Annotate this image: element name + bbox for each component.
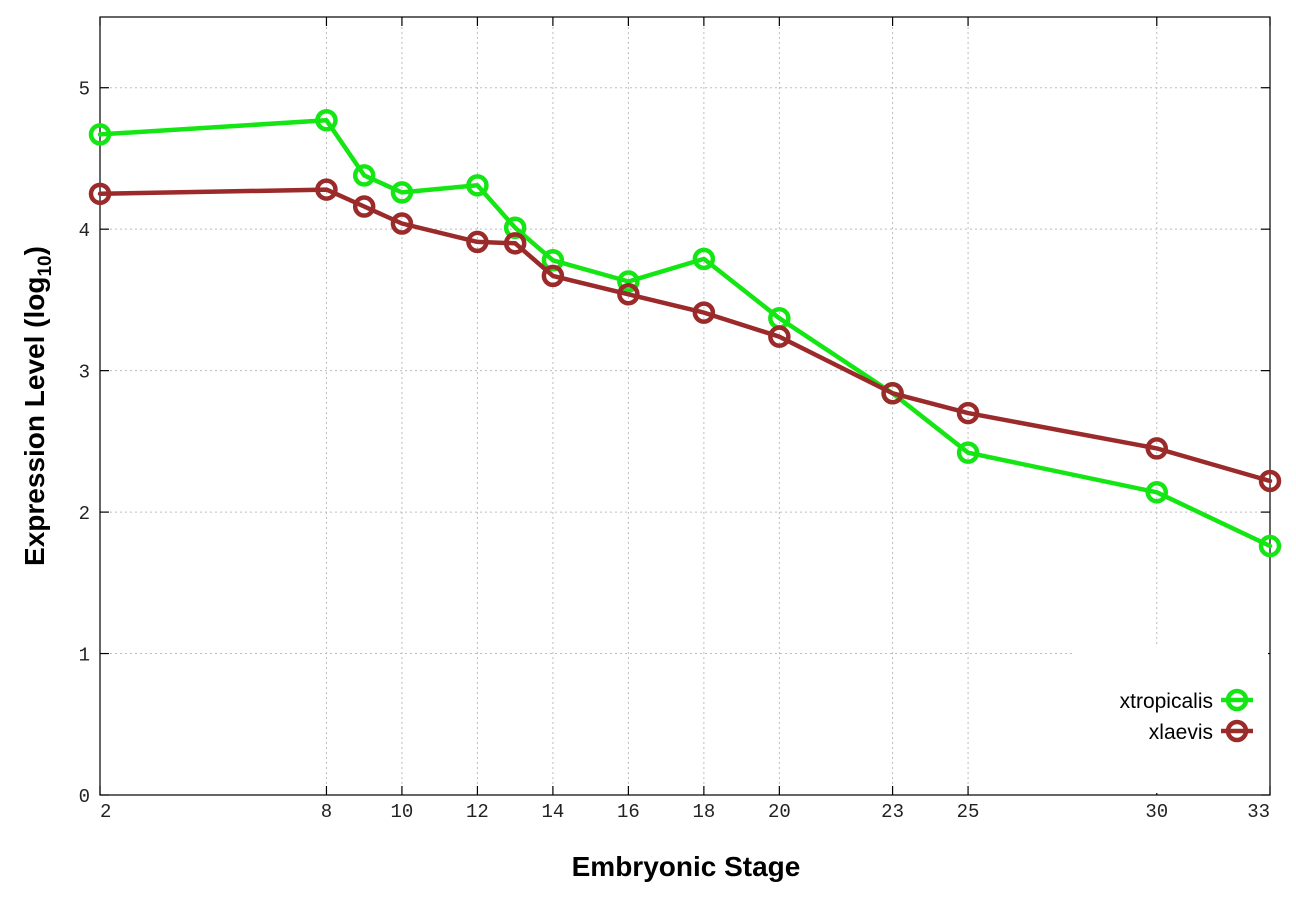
legend-background xyxy=(1072,645,1268,793)
data-point-xlaevis xyxy=(768,325,791,348)
legend-label: xtropicalis xyxy=(1120,690,1213,713)
legend: xtropicalis xlaevis xyxy=(1120,688,1253,744)
x-tick-label: 33 xyxy=(1247,801,1270,823)
data-point-xtropicalis xyxy=(390,181,414,204)
data-point-xtropicalis xyxy=(352,164,376,187)
y-axis-title-main: Expression Level (log xyxy=(19,277,50,566)
y-tick-label: 0 xyxy=(79,786,90,808)
x-tick-label: 10 xyxy=(391,801,414,823)
data-point-xtropicalis xyxy=(503,216,527,240)
x-tick-label: 30 xyxy=(1145,801,1168,823)
data-point-xlaevis xyxy=(956,401,980,425)
data-point-xtropicalis xyxy=(466,174,489,197)
data-point-xtropicalis xyxy=(1145,481,1169,504)
data-point-xlaevis xyxy=(315,178,338,201)
series xyxy=(88,109,1282,558)
legend-label: xlaevis xyxy=(1149,721,1213,744)
data-point-xlaevis xyxy=(541,264,565,288)
x-tick-label: 8 xyxy=(321,801,332,823)
legend-box xyxy=(1072,645,1268,793)
data-point-xlaevis xyxy=(1258,469,1282,493)
series-line-xtropicalis xyxy=(97,118,1273,549)
data-point-xlaevis xyxy=(503,232,527,255)
legend-swatch-marker xyxy=(1225,719,1249,743)
y-tick-label: 5 xyxy=(79,79,90,101)
plot-frame xyxy=(99,16,1271,796)
x-tick-label: 20 xyxy=(768,801,791,823)
y-axis-title-subscript: 10 xyxy=(35,255,56,276)
y-tick-label: 1 xyxy=(79,645,90,667)
y-axis-title: Expression Level (log10) xyxy=(19,246,56,566)
data-point-xlaevis xyxy=(881,382,904,405)
x-tick-label: 2 xyxy=(100,801,111,823)
y-axis-title-end: ) xyxy=(19,246,50,255)
data-point-xtropicalis xyxy=(88,123,112,146)
data-point-xtropicalis xyxy=(315,109,338,132)
x-tick-label: 12 xyxy=(466,801,489,823)
x-axis-title: Embryonic Stage xyxy=(572,851,801,882)
data-point-xlaevis xyxy=(88,182,112,206)
data-point-xtropicalis xyxy=(1258,534,1282,558)
data-point-xlaevis xyxy=(1145,437,1169,460)
legend-swatch-marker xyxy=(1225,688,1249,712)
data-point-xtropicalis xyxy=(541,249,565,272)
x-tick-label: 16 xyxy=(617,801,640,823)
data-point-xtropicalis xyxy=(692,247,716,271)
data-point-xlaevis xyxy=(466,230,489,254)
x-tick-label: 14 xyxy=(541,801,564,823)
data-point-xlaevis xyxy=(692,301,716,324)
data-point-xlaevis xyxy=(390,212,414,235)
x-tick-labels: 2 8 10 12 14 16 18 20 23 25 30 33 xyxy=(100,801,1270,823)
data-point-xtropicalis xyxy=(617,270,640,293)
y-tick-labels: 0 1 2 3 4 5 xyxy=(79,79,90,808)
data-point-xlaevis xyxy=(352,195,376,218)
y-tick-label: 4 xyxy=(79,220,90,242)
x-tick-label: 23 xyxy=(881,801,904,823)
y-tick-label: 2 xyxy=(79,503,90,525)
data-point-xlaevis xyxy=(617,283,640,306)
y-tick-label: 3 xyxy=(79,362,90,384)
data-point-xtropicalis xyxy=(956,441,980,464)
series-line-xlaevis xyxy=(97,187,1273,484)
x-tick-label: 25 xyxy=(957,801,980,823)
x-tick-label: 18 xyxy=(692,801,715,823)
